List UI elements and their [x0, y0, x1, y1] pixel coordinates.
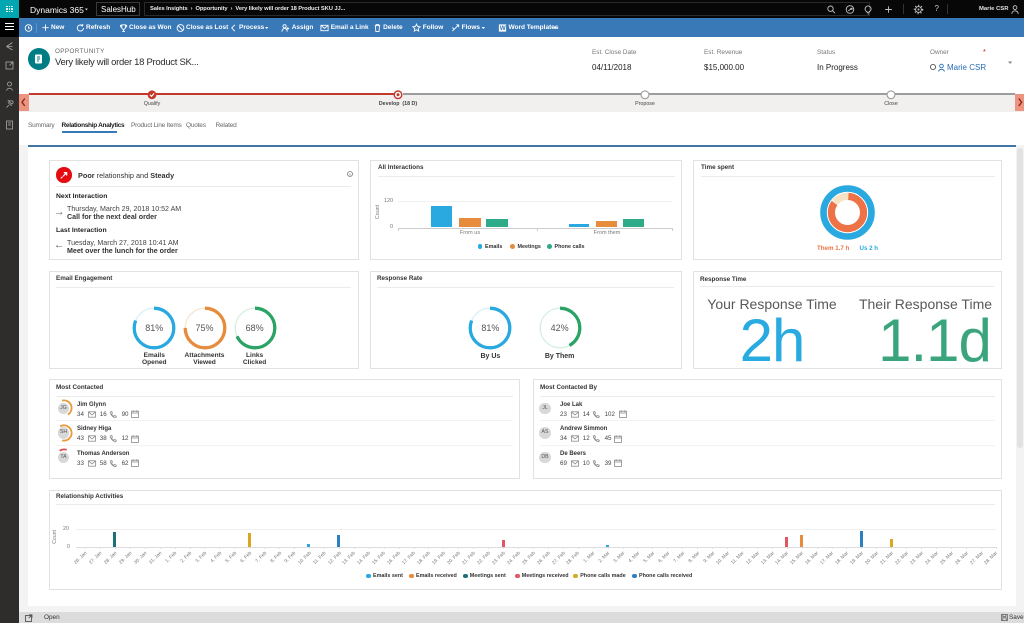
svg-text:W: W: [500, 25, 506, 32]
